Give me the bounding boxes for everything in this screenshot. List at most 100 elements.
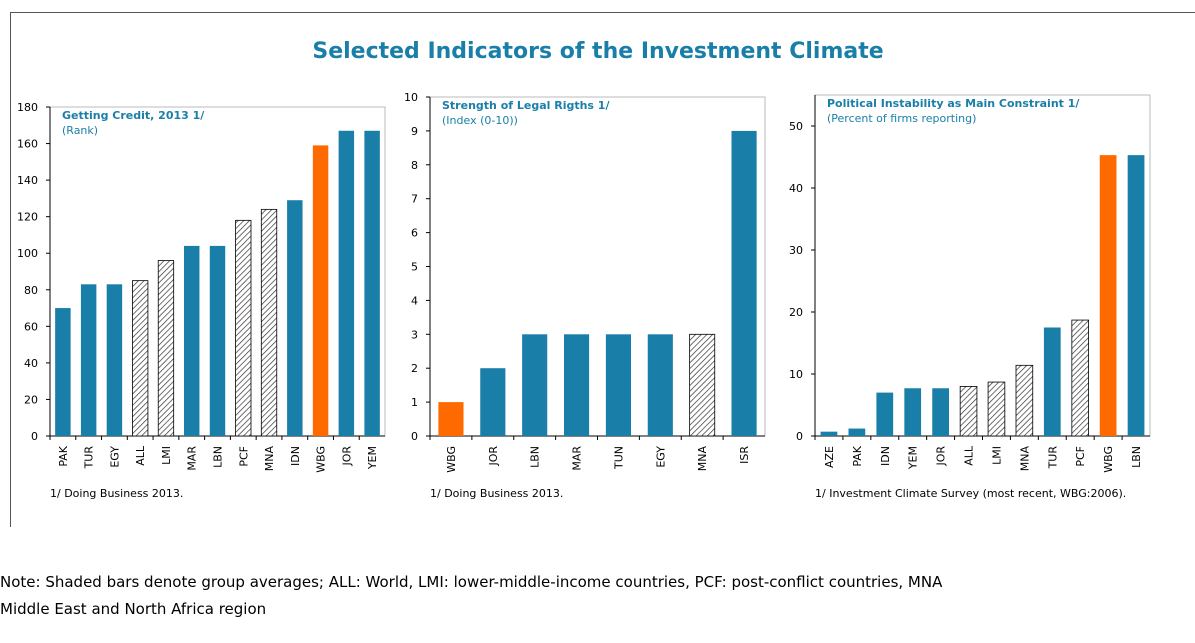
x-tick-label: EGY: [108, 446, 121, 468]
x-tick-label: TUR: [1046, 446, 1059, 470]
y-tick-label: 0: [796, 430, 803, 443]
bar: [1015, 364, 1034, 437]
bar: [522, 334, 548, 436]
panel-subtitle: (Index (0-10)): [442, 114, 518, 127]
x-tick-label: ALL: [134, 445, 147, 466]
bar: [106, 284, 123, 436]
bar: [132, 280, 149, 437]
bar: [1099, 155, 1117, 436]
bar: [1043, 327, 1061, 436]
bar: [235, 219, 252, 437]
x-tick-label: ISR: [738, 446, 751, 464]
bar: [80, 284, 97, 436]
y-tick-label: 50: [789, 120, 803, 133]
x-tick-label: TUN: [612, 446, 625, 470]
main-title: Selected Indicators of the Investment Cl…: [312, 39, 883, 64]
y-tick-label: 3: [411, 328, 418, 341]
y-tick-label: 6: [411, 227, 418, 240]
bar: [564, 334, 590, 436]
x-tick-label: LBN: [1130, 446, 1143, 468]
x-tick-label: JOR: [487, 446, 500, 467]
y-tick-label: 30: [789, 244, 803, 257]
y-tick-label: 40: [24, 357, 38, 370]
bar: [287, 200, 303, 436]
note: Middle East and North Africa region: [0, 600, 267, 618]
panel-title: Strength of Legal Rigths 1/: [442, 99, 610, 112]
x-tick-label: LBN: [212, 446, 225, 468]
bar: [184, 245, 200, 436]
y-tick-label: 0: [411, 430, 418, 443]
x-tick-label: MNA: [263, 446, 276, 472]
x-tick-label: MAR: [571, 446, 584, 471]
y-tick-label: 10: [404, 91, 418, 104]
y-tick-label: 20: [24, 393, 38, 406]
x-tick-label: WBG: [445, 446, 458, 473]
x-tick-label: JOR: [935, 446, 948, 467]
bar: [364, 130, 380, 436]
x-tick-label: MNA: [1018, 446, 1031, 472]
footnote: 1/ Doing Business 2013.: [430, 487, 563, 500]
x-tick-label: MNA: [696, 446, 709, 472]
bar: [480, 368, 506, 436]
bar: [959, 385, 978, 437]
bar: [647, 334, 673, 436]
bar: [209, 245, 226, 436]
panel-title: Getting Credit, 2013 1/: [62, 109, 205, 122]
bar: [731, 130, 757, 436]
y-tick-label: 9: [411, 125, 418, 138]
y-tick-label: 40: [789, 182, 803, 195]
y-tick-label: 5: [411, 261, 418, 274]
x-tick-label: ALL: [963, 445, 976, 466]
x-tick-label: PCF: [237, 446, 250, 467]
bar: [1127, 155, 1145, 436]
panel-title: Political Instability as Main Constraint…: [827, 97, 1080, 110]
panel-subtitle: (Rank): [62, 124, 98, 137]
x-tick-label: IDN: [289, 446, 302, 466]
x-tick-label: YEM: [907, 446, 920, 470]
bar: [689, 333, 716, 437]
y-tick-label: 140: [17, 174, 38, 187]
y-tick-label: 160: [17, 138, 38, 151]
y-tick-label: 80: [24, 284, 38, 297]
y-tick-label: 10: [789, 368, 803, 381]
bar: [605, 334, 631, 436]
bar: [876, 392, 894, 436]
bar: [312, 145, 329, 436]
note: Note: Shaded bars denote group averages;…: [0, 573, 943, 591]
bar: [987, 381, 1006, 437]
x-tick-label: JOR: [340, 446, 353, 467]
y-tick-label: 120: [17, 211, 38, 224]
x-tick-label: LMI: [160, 446, 173, 465]
bar: [55, 308, 71, 436]
x-tick-label: PCF: [1074, 446, 1087, 467]
bar: [820, 431, 838, 436]
y-tick-label: 0: [31, 430, 38, 443]
x-tick-label: LMI: [990, 446, 1003, 465]
y-tick-label: 8: [411, 159, 418, 172]
x-tick-label: EGY: [654, 446, 667, 468]
y-tick-label: 20: [789, 306, 803, 319]
frame: [10, 12, 1195, 527]
bar: [157, 260, 175, 437]
x-tick-label: WBG: [1102, 446, 1115, 473]
bar: [338, 130, 355, 436]
y-tick-label: 100: [17, 247, 38, 260]
x-tick-label: IDN: [879, 446, 892, 466]
bar: [848, 428, 866, 436]
x-tick-label: AZE: [823, 446, 836, 468]
bar: [932, 388, 949, 436]
y-tick-label: 1: [411, 396, 418, 409]
y-tick-label: 60: [24, 320, 38, 333]
chart: Selected Indicators of the Investment Cl…: [10, 12, 1195, 527]
footnote: 1/ Investment Climate Survey (most recen…: [815, 487, 1126, 500]
bar: [904, 388, 922, 436]
x-tick-label: TUR: [83, 446, 96, 470]
y-tick-label: 180: [17, 101, 38, 114]
x-tick-label: PAK: [57, 445, 70, 466]
x-tick-label: LBN: [529, 446, 542, 468]
x-tick-label: PAK: [851, 445, 864, 466]
panel-subtitle: (Percent of firms reporting): [827, 112, 976, 125]
x-tick-label: MAR: [186, 446, 199, 471]
bar: [1071, 319, 1089, 437]
